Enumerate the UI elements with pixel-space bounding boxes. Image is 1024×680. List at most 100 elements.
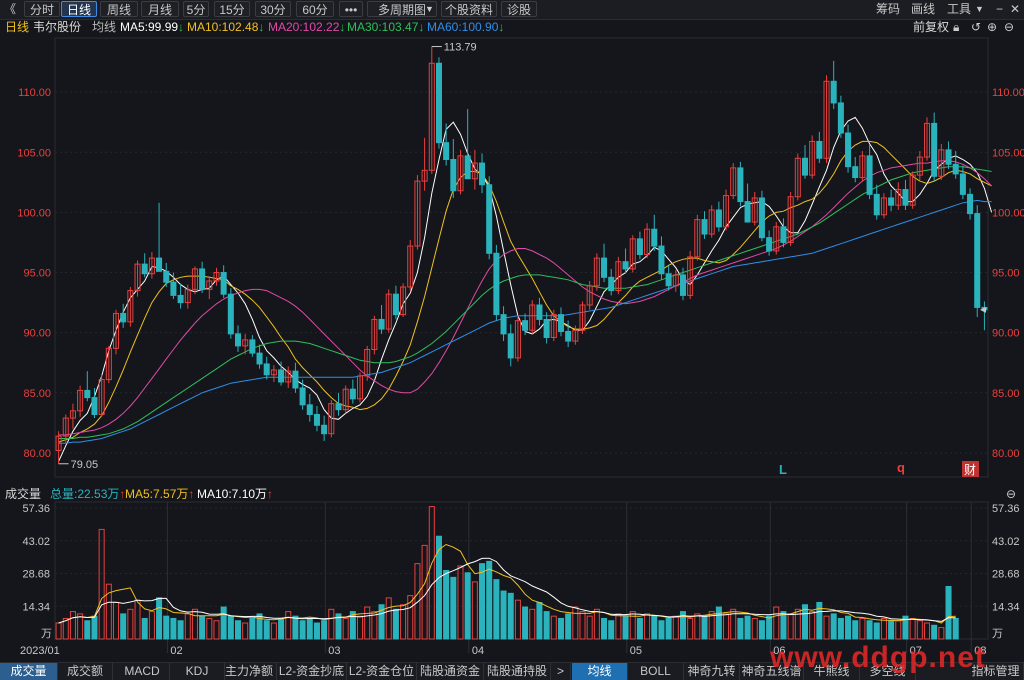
volume-bar[interactable] — [127, 608, 134, 640]
volume-bar[interactable] — [909, 617, 916, 640]
volume-bar[interactable] — [105, 583, 112, 640]
volume-bar[interactable] — [249, 617, 256, 640]
candle-body[interactable] — [615, 261, 622, 292]
volume-bar[interactable] — [945, 585, 952, 640]
tab-weekly[interactable]: 周线 — [100, 1, 138, 17]
candle-body[interactable] — [493, 252, 500, 316]
tab-more[interactable]: ••• — [339, 1, 363, 17]
candle-body[interactable] — [163, 270, 170, 283]
volume-bar[interactable] — [163, 615, 170, 640]
volume-bar[interactable] — [723, 613, 730, 640]
volume-bar[interactable] — [342, 617, 349, 640]
volume-bar[interactable] — [98, 528, 105, 640]
candle-body[interactable] — [328, 403, 335, 435]
candle-body[interactable] — [407, 245, 414, 288]
indicator-tab-11[interactable]: 神奇九转 — [684, 663, 740, 680]
candle-body[interactable] — [923, 122, 931, 158]
indicator-tab-10[interactable]: BOLL — [628, 663, 684, 680]
candle-body[interactable] — [313, 413, 320, 426]
candle-body[interactable] — [579, 304, 586, 331]
volume-bar[interactable] — [572, 606, 579, 640]
tab-intraday[interactable]: 分时 — [24, 1, 60, 17]
volume-collapse-icon[interactable]: ⊖ — [1006, 487, 1017, 501]
volume-bar[interactable] — [278, 617, 285, 640]
volume-bar[interactable] — [479, 563, 486, 640]
volume-bar[interactable] — [385, 597, 392, 640]
volume-bar[interactable] — [285, 611, 292, 640]
candle-body[interactable] — [486, 184, 493, 254]
volume-bar[interactable] — [787, 613, 794, 640]
volume-bar[interactable] — [880, 617, 887, 640]
close-icon[interactable]: ✕ — [1010, 2, 1021, 16]
candle-body[interactable] — [84, 389, 91, 399]
volume-bar[interactable] — [780, 611, 787, 640]
indicator-tab-5[interactable]: L2-资金抄底 — [277, 663, 347, 680]
minimize-icon[interactable]: − — [996, 2, 1004, 16]
candle-body[interactable] — [127, 290, 134, 323]
candle-body[interactable] — [608, 276, 615, 292]
volume-bar[interactable] — [916, 620, 923, 640]
candle-body[interactable] — [321, 424, 328, 435]
volume-bar[interactable] — [234, 620, 242, 640]
candle-body[interactable] — [902, 189, 909, 206]
volume-bar[interactable] — [199, 615, 206, 640]
candle-body[interactable] — [601, 257, 608, 278]
volume-bar[interactable] — [120, 613, 127, 640]
candle-body[interactable] — [723, 195, 730, 228]
candle-body[interactable] — [522, 320, 529, 331]
candle-body[interactable] — [134, 263, 141, 292]
volume-bar[interactable] — [206, 617, 213, 640]
candle-body[interactable] — [479, 162, 486, 186]
tools-dropdown-icon[interactable]: ▼ — [975, 4, 984, 14]
volume-bar[interactable] — [471, 581, 478, 640]
candle-body[interactable] — [249, 339, 256, 354]
volume-bar[interactable] — [730, 608, 737, 640]
candle-body[interactable] — [658, 245, 665, 275]
candle-body[interactable] — [651, 228, 658, 247]
volume-bar[interactable] — [213, 620, 220, 640]
candle-body[interactable] — [665, 273, 672, 287]
volume-bar[interactable] — [62, 617, 69, 640]
volume-bar[interactable] — [328, 608, 335, 640]
volume-bar[interactable] — [378, 604, 385, 640]
candle-body[interactable] — [852, 166, 859, 179]
candle-body[interactable] — [672, 274, 679, 287]
candle-body[interactable] — [823, 80, 830, 159]
volume-bar[interactable] — [923, 622, 931, 640]
candle-body[interactable] — [292, 370, 299, 389]
candle-body[interactable] — [536, 304, 543, 320]
volume-bar[interactable] — [615, 613, 622, 640]
candle-body[interactable] — [809, 140, 816, 176]
candle-body[interactable] — [967, 193, 974, 215]
candle-body[interactable] — [543, 318, 550, 338]
candle-body[interactable] — [866, 155, 873, 195]
volume-bar[interactable] — [220, 606, 227, 640]
back-button[interactable]: 《 — [4, 2, 17, 16]
kline-chart[interactable]: 110.00 110.00 105.00 105.00 100.00 100.00 95.0… — [0, 19, 1024, 663]
candle-body[interactable] — [385, 293, 392, 330]
candle-body[interactable] — [177, 294, 184, 304]
volume-bar[interactable] — [443, 570, 450, 640]
event-mark-l[interactable]: L — [779, 462, 787, 477]
volume-bar[interactable] — [227, 615, 234, 640]
candle-body[interactable] — [737, 167, 744, 203]
volume-bar[interactable] — [679, 611, 686, 640]
tabs-next-icon[interactable]: > — [551, 663, 571, 680]
volume-bar[interactable] — [148, 611, 155, 640]
candle-body[interactable] — [400, 286, 407, 316]
volume-bar[interactable] — [77, 613, 84, 640]
candle-body[interactable] — [98, 379, 105, 415]
volume-bar[interactable] — [895, 620, 902, 640]
candle-body[interactable] — [744, 201, 751, 223]
volume-bar[interactable] — [536, 601, 543, 640]
candle-body[interactable] — [213, 272, 220, 282]
candle-body[interactable] — [701, 219, 708, 235]
candle-body[interactable] — [873, 193, 880, 216]
indicator-tab-6[interactable]: L2-资金仓位 — [347, 663, 417, 680]
tab-multi-period[interactable]: 多周期图 — [367, 1, 437, 17]
indicator-tab-2[interactable]: MACD — [115, 663, 170, 680]
volume-bar[interactable] — [529, 608, 536, 640]
candle-body[interactable] — [550, 314, 557, 338]
tab-diagnose[interactable]: 诊股 — [501, 1, 537, 17]
candle-body[interactable] — [565, 330, 572, 342]
